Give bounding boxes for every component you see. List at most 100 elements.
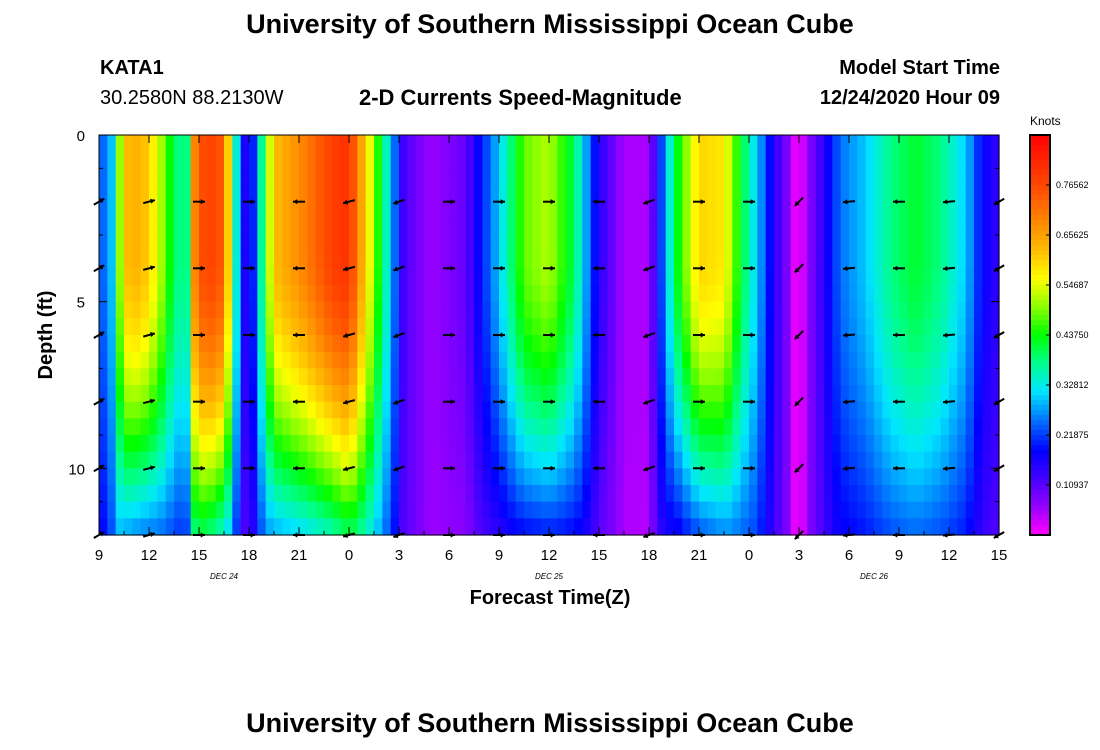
heatmap-cell	[890, 335, 900, 353]
heatmap-cell	[240, 318, 250, 336]
heatmap-cell	[115, 501, 125, 519]
heatmap-cell	[649, 285, 658, 303]
heatmap-cell	[390, 268, 400, 286]
heatmap-cell	[257, 235, 267, 253]
plot-title: 2-D Currents Speed-Magnitude	[359, 85, 682, 110]
heatmap-cell	[574, 451, 583, 469]
heatmap-cell	[299, 151, 308, 169]
heatmap-cell	[757, 135, 767, 153]
heatmap-cell	[665, 451, 675, 469]
current-vector	[942, 332, 956, 338]
heatmap-cell	[407, 401, 417, 419]
heatmap-cell	[107, 468, 117, 486]
heatmap-cell	[982, 285, 992, 303]
heatmap-cell	[849, 285, 858, 303]
heatmap-cell	[674, 501, 683, 519]
x-tick-label: 6	[445, 547, 453, 564]
heatmap-cell	[857, 318, 867, 336]
heatmap-cell	[307, 135, 317, 153]
heatmap-cell	[407, 185, 417, 203]
heatmap-cell	[257, 385, 267, 403]
heatmap-cell	[107, 368, 117, 386]
colorbar-swatch	[1030, 530, 1050, 536]
heatmap-cell	[524, 301, 533, 319]
heatmap-cell	[365, 285, 375, 303]
heatmap-cell	[524, 201, 533, 219]
current-vector	[293, 332, 305, 338]
heatmap-cell	[632, 518, 642, 536]
heatmap-cell	[507, 235, 517, 253]
heatmap-cell	[157, 318, 167, 336]
heatmap-cell	[140, 135, 150, 153]
heatmap-cell	[557, 418, 567, 436]
heatmap-cell	[690, 318, 700, 336]
heatmap-cell	[457, 168, 467, 186]
heatmap-cell	[840, 301, 850, 319]
heatmap-cell	[424, 351, 433, 369]
heatmap-cell	[349, 318, 358, 336]
heatmap-cell	[624, 201, 633, 219]
heatmap-cell	[807, 135, 817, 153]
heatmap-cell	[574, 268, 583, 286]
heatmap-cell	[832, 335, 842, 353]
heatmap-cell	[440, 385, 450, 403]
heatmap-cell	[515, 451, 525, 469]
heatmap-cell	[840, 501, 850, 519]
heatmap-cell	[415, 335, 425, 353]
heatmap-cell	[932, 235, 942, 253]
heatmap-cell	[149, 418, 158, 436]
heatmap-cell	[174, 185, 183, 203]
heatmap-cell	[499, 451, 508, 469]
heatmap-cell	[982, 501, 992, 519]
heatmap-cell	[249, 385, 258, 403]
heatmap-cell	[199, 301, 208, 319]
heatmap-cell	[865, 468, 875, 486]
heatmap-cell	[665, 201, 675, 219]
heatmap-cell	[765, 451, 775, 469]
heatmap-cell	[515, 168, 525, 186]
heatmap-cell	[632, 401, 642, 419]
heatmap-cell	[307, 418, 317, 436]
heatmap-cell	[540, 485, 550, 503]
heatmap-cell	[249, 285, 258, 303]
heatmap-cell	[832, 268, 842, 286]
heatmap-cell	[315, 218, 325, 236]
heatmap-cell	[315, 185, 325, 203]
heatmap-cell	[507, 268, 517, 286]
heatmap-cell	[449, 301, 458, 319]
heatmap-cell	[307, 185, 317, 203]
heatmap-cell	[557, 235, 567, 253]
heatmap-cell	[382, 351, 392, 369]
heatmap-cell	[474, 501, 483, 519]
heatmap-cell	[699, 301, 708, 319]
heatmap-cell	[240, 518, 250, 536]
heatmap-cell	[165, 335, 175, 353]
current-vector	[842, 399, 856, 405]
heatmap-cell	[382, 468, 392, 486]
heatmap-cell	[990, 368, 1000, 386]
heatmap-cell	[174, 135, 183, 153]
heatmap-cell	[365, 135, 375, 153]
heatmap-cell	[940, 168, 950, 186]
heatmap-cell	[324, 185, 333, 203]
heatmap-cell	[640, 318, 650, 336]
heatmap-cell	[499, 201, 508, 219]
heatmap-cell	[440, 268, 450, 286]
current-vector	[643, 265, 655, 272]
heatmap-cell	[132, 418, 142, 436]
heatmap-cell	[424, 518, 433, 536]
heatmap-cell	[965, 418, 975, 436]
heatmap-cell	[974, 435, 983, 453]
heatmap-cell	[549, 301, 558, 319]
heatmap-cell	[574, 385, 583, 403]
colorbar-swatch	[1030, 420, 1050, 426]
heatmap-cell	[324, 168, 333, 186]
heatmap-cell	[424, 401, 433, 419]
heatmap-cell	[149, 485, 158, 503]
heatmap-cell	[249, 351, 258, 369]
heatmap-cell	[957, 335, 967, 353]
heatmap-cell	[507, 335, 517, 353]
heatmap-cell	[115, 401, 125, 419]
heatmap-cell	[132, 335, 142, 353]
colorbar-swatch	[1030, 510, 1050, 516]
